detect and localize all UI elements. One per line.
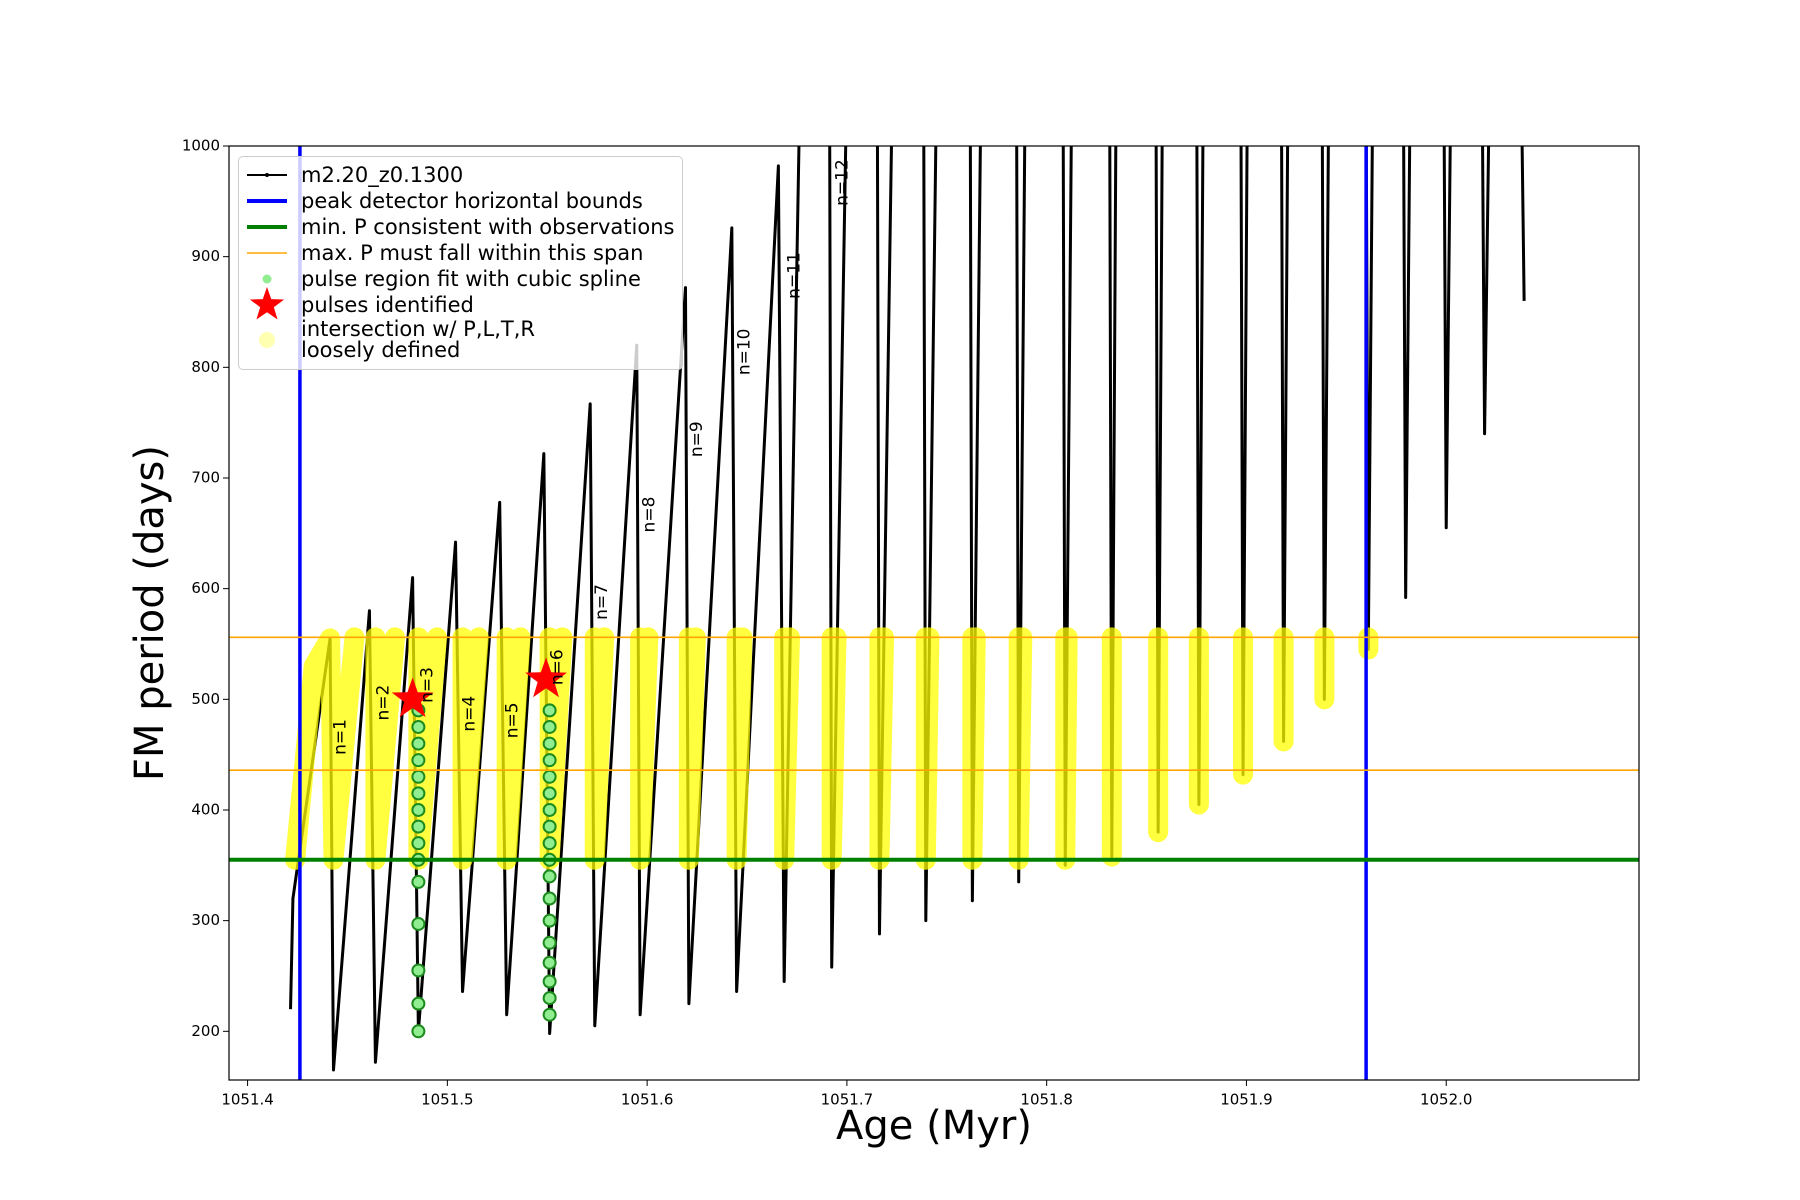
legend-label: intersection w/ P,L,T,R loosely defined (301, 317, 535, 362)
pulse-annotation: n=10 (735, 329, 755, 376)
pulse-star (525, 657, 567, 698)
legend-key (247, 199, 287, 203)
pulse-annotation: n=2 (373, 685, 393, 721)
y-tick-label: 300 (191, 911, 220, 929)
spline-point (542, 974, 557, 989)
legend-label: min. P consistent with observations (301, 214, 675, 239)
pulse-annotation: n=4 (459, 696, 479, 732)
x-tick-label: 1052.0 (1420, 1091, 1473, 1109)
spline-point (542, 736, 557, 751)
spline-point (542, 753, 557, 768)
pulse-star (391, 677, 434, 718)
pulse-annotation: n=7 (592, 584, 612, 620)
legend-label: m2.20_z0.1300 (301, 162, 464, 187)
spline-point (542, 1007, 557, 1022)
pulse-annotation: n=3 (418, 667, 438, 703)
legend-entry: intersection w/ P,L,T,R loosely defined (245, 319, 674, 361)
spline-point (411, 753, 426, 768)
legend-key (249, 287, 285, 320)
legend-label: pulses identified (301, 292, 474, 317)
pulse-annotation: n=8 (640, 497, 660, 533)
pulse-annotation: n=6 (548, 649, 568, 685)
spline-point (411, 963, 426, 978)
spline-point (411, 719, 426, 734)
x-axis-label: Age (Myr) (836, 1103, 1032, 1149)
legend-marker (265, 173, 269, 177)
spline-point (411, 996, 426, 1011)
pulse-annotation: n=9 (687, 421, 707, 457)
x-tick-label: 1051.7 (821, 1091, 874, 1109)
spline-point (542, 719, 557, 734)
spline-point (411, 874, 426, 889)
y-tick-label: 900 (191, 247, 220, 265)
y-axis-label: FM period (days) (127, 445, 173, 781)
intersection-band (285, 627, 1379, 870)
legend-label: max. P must fall within this span (301, 240, 644, 265)
spline-point (542, 786, 557, 801)
spline-point (411, 916, 426, 931)
y-tick-label: 200 (191, 1022, 220, 1040)
x-tick-label: 1051.4 (221, 1091, 274, 1109)
legend-entry: max. P must fall within this span (245, 241, 674, 265)
legend-handle (249, 287, 285, 320)
legend-key (247, 173, 287, 177)
y-tick-label: 600 (191, 579, 220, 597)
pulse-annotation: n=5 (502, 702, 522, 738)
spline-point (542, 891, 557, 906)
pulse-annotation: n=1 (330, 719, 350, 755)
spline-point (542, 819, 557, 834)
legend-key (262, 274, 272, 284)
spline-point (411, 1024, 426, 1039)
legend-key (247, 225, 287, 229)
legend-entry: peak detector horizontal bounds (245, 189, 674, 213)
y-tick-label: 400 (191, 800, 220, 818)
legend-handle (262, 274, 272, 284)
spline-point (411, 736, 426, 751)
y-tick-label: 700 (191, 468, 220, 486)
y-tick-label: 800 (191, 358, 220, 376)
spline-point (542, 991, 557, 1006)
legend-key (247, 252, 287, 254)
x-tick-label: 1051.8 (1020, 1091, 1073, 1109)
spline-point (542, 935, 557, 950)
legend-entry: m2.20_z0.1300 (245, 163, 674, 187)
x-tick-label: 1051.9 (1220, 1091, 1273, 1109)
plot-area: n=1 n=2 n=3 n=4 n=5 n=6 n=7 n=8 n=9 n=10 n=11 n=12 (229, 146, 1639, 1080)
spline-point (411, 819, 426, 834)
legend-entry: min. P consistent with observations (245, 215, 674, 239)
axes-frame (228, 145, 1640, 1081)
y-tick-label: 1000 (182, 137, 220, 155)
legend-label: pulse region fit with cubic spline (301, 266, 641, 291)
pulse-annotation: n=12 (832, 159, 852, 206)
spline-point (542, 836, 557, 851)
legend-key (259, 332, 275, 348)
pulse-annotation: n=11 (785, 252, 805, 299)
spline-point (411, 769, 426, 784)
spline-point (542, 913, 557, 928)
spline-point (542, 869, 557, 884)
y-tick-label: 500 (191, 690, 220, 708)
legend-label: peak detector horizontal bounds (301, 188, 643, 213)
spline-point (542, 802, 557, 817)
spline-point (542, 769, 557, 784)
spline-point (411, 836, 426, 851)
legend: m2.20_z0.1300 peak detector horizontal bo… (238, 156, 684, 370)
x-tick-label: 1051.6 (621, 1091, 674, 1109)
x-tick-label: 1051.5 (421, 1091, 474, 1109)
spline-point (542, 703, 557, 718)
spline-point (542, 955, 557, 970)
legend-handle (259, 332, 275, 348)
spline-point (411, 786, 426, 801)
legend-entry: pulses identified (245, 287, 674, 320)
legend-entry: pulse region fit with cubic spline (245, 267, 674, 291)
spline-point (411, 802, 426, 817)
